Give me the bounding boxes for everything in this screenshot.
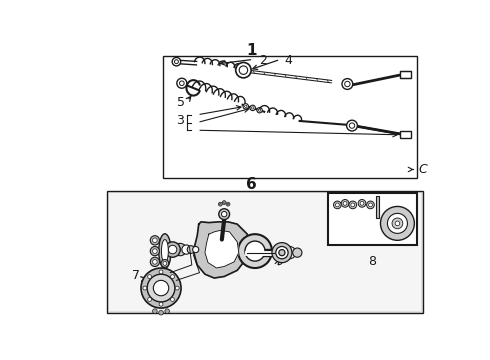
Circle shape: [349, 123, 355, 128]
Circle shape: [159, 310, 163, 315]
Bar: [109, 193, 421, 311]
Circle shape: [392, 218, 403, 229]
Circle shape: [395, 221, 400, 226]
Circle shape: [221, 211, 227, 217]
Circle shape: [346, 120, 357, 131]
Circle shape: [152, 309, 157, 314]
Circle shape: [226, 202, 230, 206]
Circle shape: [334, 201, 341, 209]
Text: 8: 8: [368, 255, 376, 267]
Circle shape: [245, 241, 265, 261]
Circle shape: [245, 105, 247, 108]
Circle shape: [159, 270, 163, 274]
Circle shape: [344, 81, 350, 87]
Circle shape: [360, 202, 364, 205]
Circle shape: [171, 275, 174, 279]
Circle shape: [276, 247, 288, 259]
Circle shape: [193, 247, 199, 253]
Circle shape: [358, 199, 366, 207]
Circle shape: [174, 243, 186, 256]
Text: 3: 3: [176, 114, 184, 127]
Circle shape: [341, 199, 349, 207]
Text: 4: 4: [284, 54, 292, 67]
Circle shape: [182, 245, 191, 254]
Circle shape: [147, 298, 151, 301]
Text: 7: 7: [132, 269, 140, 282]
Circle shape: [152, 260, 157, 264]
Circle shape: [171, 298, 174, 301]
Text: 6: 6: [246, 177, 256, 192]
Circle shape: [219, 202, 222, 206]
Circle shape: [187, 246, 195, 253]
Circle shape: [150, 236, 160, 245]
Polygon shape: [205, 230, 239, 268]
Text: 1: 1: [246, 44, 256, 58]
Circle shape: [222, 201, 226, 204]
Circle shape: [238, 234, 272, 268]
Circle shape: [152, 238, 157, 243]
Circle shape: [279, 249, 285, 256]
Circle shape: [150, 257, 160, 266]
Circle shape: [349, 201, 357, 209]
Circle shape: [147, 274, 175, 302]
Circle shape: [283, 247, 296, 259]
Ellipse shape: [161, 239, 169, 263]
Circle shape: [179, 81, 184, 86]
Ellipse shape: [159, 234, 171, 269]
Circle shape: [293, 248, 302, 257]
Bar: [163, 56, 416, 178]
Circle shape: [239, 66, 247, 75]
Circle shape: [159, 302, 163, 306]
Circle shape: [172, 58, 181, 66]
Text: 9: 9: [276, 255, 284, 267]
Circle shape: [223, 202, 225, 203]
Circle shape: [336, 203, 339, 207]
Circle shape: [388, 213, 408, 233]
Circle shape: [343, 202, 347, 205]
Bar: [400, 131, 411, 138]
Circle shape: [250, 105, 255, 111]
Circle shape: [177, 78, 187, 88]
Text: 5: 5: [177, 96, 185, 109]
Circle shape: [175, 286, 179, 290]
Circle shape: [367, 201, 374, 209]
Circle shape: [381, 206, 415, 240]
Circle shape: [351, 203, 355, 207]
Bar: [107, 191, 423, 313]
Circle shape: [243, 104, 248, 109]
Circle shape: [236, 62, 251, 78]
Circle shape: [143, 286, 147, 290]
Circle shape: [342, 78, 353, 89]
Polygon shape: [194, 222, 249, 278]
Circle shape: [258, 109, 261, 111]
Bar: [400, 71, 411, 78]
Circle shape: [147, 275, 151, 279]
Text: 2: 2: [259, 54, 267, 67]
Circle shape: [161, 260, 169, 267]
Circle shape: [169, 245, 177, 254]
Circle shape: [165, 309, 170, 314]
Text: C: C: [418, 163, 427, 176]
Circle shape: [153, 280, 169, 296]
Circle shape: [220, 203, 221, 205]
Circle shape: [273, 245, 288, 260]
Circle shape: [368, 203, 372, 207]
Circle shape: [227, 203, 229, 205]
Bar: [376, 197, 379, 218]
Circle shape: [152, 249, 157, 253]
Circle shape: [163, 261, 167, 265]
Circle shape: [219, 209, 229, 220]
Circle shape: [251, 107, 254, 109]
Circle shape: [141, 268, 181, 308]
Circle shape: [165, 242, 180, 257]
Circle shape: [150, 247, 160, 256]
Bar: [328, 193, 416, 245]
Circle shape: [257, 108, 262, 113]
Circle shape: [272, 243, 292, 263]
Circle shape: [174, 60, 178, 64]
